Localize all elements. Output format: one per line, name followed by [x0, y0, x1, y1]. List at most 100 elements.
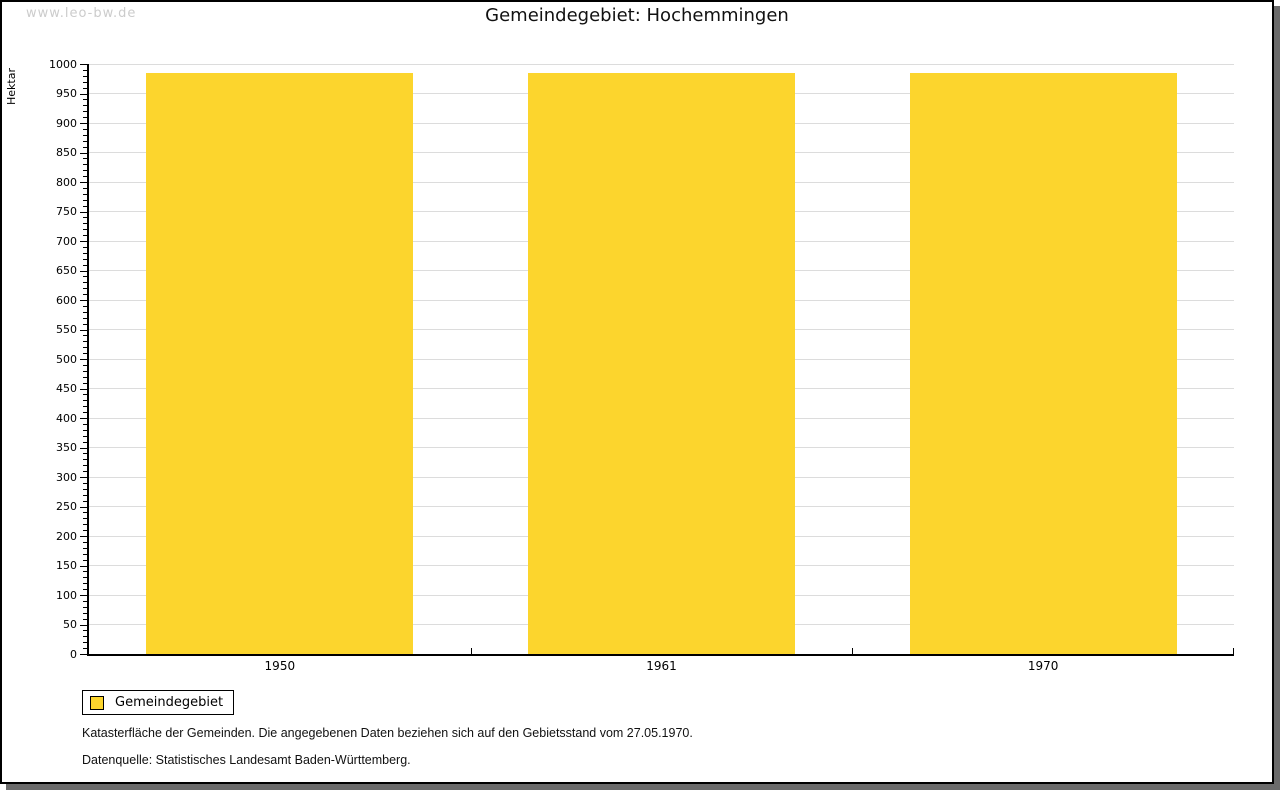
y-axis-major-tick: [80, 565, 87, 567]
y-axis-minor-tick: [83, 311, 87, 313]
y-axis-major-tick: [80, 329, 87, 331]
y-axis-minor-tick: [83, 465, 87, 467]
y-axis-label: 450: [56, 382, 77, 395]
y-axis-minor-tick: [83, 140, 87, 142]
y-axis-major-tick: [80, 270, 87, 272]
x-axis-tick: [471, 648, 472, 654]
y-axis-minor-tick: [83, 117, 87, 119]
y-axis-minor-tick: [83, 648, 87, 650]
y-axis-minor-tick: [83, 482, 87, 484]
y-axis-label: 250: [56, 500, 77, 513]
y-axis-minor-tick: [83, 400, 87, 402]
y-axis-minor-tick: [83, 158, 87, 160]
y-axis-minor-tick: [83, 412, 87, 414]
y-axis-label: 400: [56, 411, 77, 425]
y-axis-minor-tick: [83, 111, 87, 113]
y-axis-minor-tick: [83, 583, 87, 585]
bar-1970: [910, 73, 1177, 654]
y-axis-label: 700: [56, 234, 77, 248]
chart-title: Gemeindegebiet: Hochemmingen: [485, 5, 789, 26]
y-axis-minor-tick: [83, 541, 87, 543]
y-axis-minor-tick: [83, 559, 87, 561]
y-axis-label: 500: [56, 352, 77, 366]
y-axis-major-tick: [80, 624, 87, 626]
y-axis-major-tick: [80, 654, 87, 655]
y-axis-major-tick: [80, 93, 87, 95]
y-axis-major-tick: [80, 64, 87, 65]
y-axis-minor-tick: [83, 347, 87, 349]
y-axis-label: 150: [56, 559, 77, 572]
x-axis-label: 1950: [264, 659, 296, 673]
y-axis-major-tick: [80, 241, 87, 242]
y-axis-minor-tick: [83, 252, 87, 254]
y-axis-minor-tick: [83, 524, 87, 526]
legend-swatch: [90, 695, 104, 710]
y-axis-minor-tick: [83, 317, 87, 319]
y-axis-minor-tick: [83, 164, 87, 166]
y-axis-major-tick: [80, 182, 87, 183]
y-axis-label: 850: [56, 146, 77, 159]
y-axis-minor-tick: [83, 353, 87, 355]
y-axis-major-tick: [80, 123, 87, 124]
y-axis-label: 350: [56, 441, 77, 454]
y-axis-minor-tick: [83, 193, 87, 195]
y-axis-label: 600: [56, 293, 77, 307]
y-axis-minor-tick: [83, 600, 87, 602]
gridline: [89, 63, 1234, 65]
y-axis-minor-tick: [83, 288, 87, 290]
y-axis-minor-tick: [83, 441, 87, 443]
x-axis-label: 1961: [646, 659, 677, 673]
y-axis-minor-tick: [83, 176, 87, 178]
y-axis-minor-tick: [83, 146, 87, 148]
y-axis-major-tick: [80, 388, 87, 390]
y-axis-minor-tick: [83, 370, 87, 372]
y-axis-minor-tick: [83, 170, 87, 172]
y-axis-label: 900: [56, 116, 77, 130]
y-axis-minor-tick: [83, 134, 87, 136]
y-axis-major-tick: [80, 211, 87, 213]
bar-1961: [528, 73, 795, 654]
y-axis-minor-tick: [83, 630, 87, 632]
y-axis-major-tick: [80, 152, 87, 154]
y-axis-minor-tick: [83, 205, 87, 207]
y-axis-minor-tick: [83, 618, 87, 620]
y-axis-minor-tick: [83, 335, 87, 337]
y-axis-minor-tick: [83, 553, 87, 555]
y-axis-minor-tick: [83, 642, 87, 644]
x-axis-tick: [1233, 648, 1234, 654]
y-axis-minor-tick: [83, 494, 87, 496]
y-axis-minor-tick: [83, 571, 87, 573]
footnote-data-source: Datenquelle: Statistisches Landesamt Bad…: [82, 753, 411, 767]
y-axis-minor-tick: [83, 294, 87, 296]
y-axis-minor-tick: [83, 577, 87, 579]
y-axis-label: 50: [63, 618, 77, 631]
y-axis-minor-tick: [83, 258, 87, 260]
y-axis-major-tick: [80, 506, 87, 508]
y-axis-minor-tick: [83, 394, 87, 396]
y-axis-minor-tick: [83, 264, 87, 266]
y-axis-minor-tick: [83, 282, 87, 284]
y-axis-title: Hektar: [5, 68, 18, 105]
y-axis-minor-tick: [83, 429, 87, 431]
y-axis-minor-tick: [83, 217, 87, 219]
y-axis-minor-tick: [83, 547, 87, 549]
y-axis-label: 0: [70, 647, 77, 661]
y-axis-minor-tick: [83, 81, 87, 83]
y-axis-major-tick: [80, 477, 87, 478]
y-axis-minor-tick: [83, 87, 87, 89]
y-axis-minor-tick: [83, 128, 87, 130]
y-axis-label: 750: [56, 205, 77, 218]
y-axis-minor-tick: [83, 99, 87, 101]
y-axis-minor-tick: [83, 199, 87, 201]
y-axis-minor-tick: [83, 341, 87, 343]
y-axis-major-tick: [80, 447, 87, 449]
y-axis-label: 100: [56, 588, 77, 602]
y-axis-minor-tick: [83, 235, 87, 237]
y-axis-major-tick: [80, 359, 87, 360]
y-axis-minor-tick: [83, 500, 87, 502]
watermark: www.leo-bw.de: [26, 6, 137, 21]
x-axis-tick: [852, 648, 853, 654]
y-axis-minor-tick: [83, 229, 87, 231]
bar-1950: [146, 73, 413, 654]
y-axis-minor-tick: [83, 471, 87, 473]
